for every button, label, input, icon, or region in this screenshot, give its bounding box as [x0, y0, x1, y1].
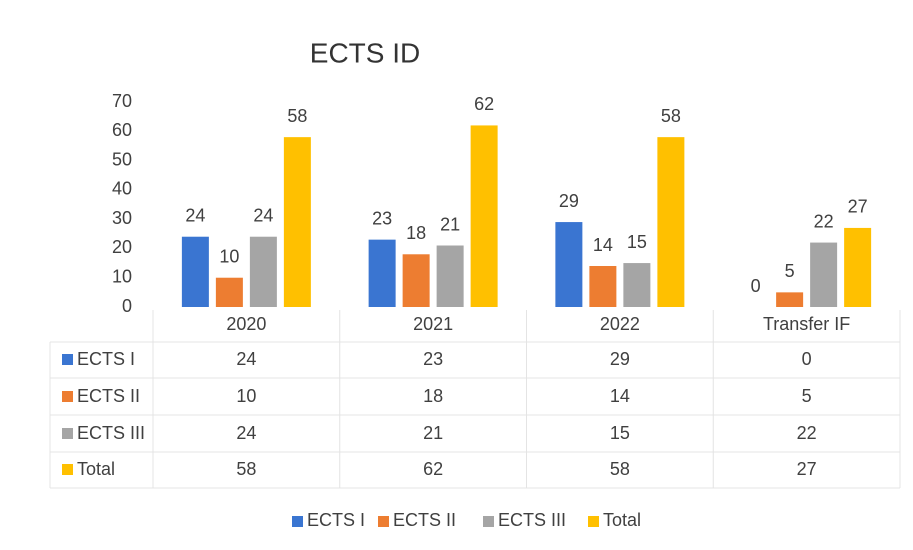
bar	[555, 222, 583, 307]
legend-label: ECTS III	[498, 510, 566, 530]
table-cell: 24	[236, 423, 256, 443]
x-tick-label: 2022	[600, 314, 640, 334]
data-label: 15	[627, 232, 647, 252]
table-legend-key	[62, 428, 73, 439]
data-label: 14	[593, 235, 613, 255]
data-label: 29	[559, 191, 579, 211]
data-label: 24	[253, 205, 273, 225]
table-row-label: ECTS II	[77, 386, 140, 406]
table-row-label: Total	[77, 459, 115, 479]
data-label: 18	[406, 223, 426, 243]
data-label: 23	[372, 208, 392, 228]
bar	[283, 137, 311, 307]
table-row-label: ECTS I	[77, 349, 135, 369]
bar	[589, 266, 617, 307]
chart-title: ECTS ID	[310, 37, 420, 68]
table-cell: 58	[236, 459, 256, 479]
table-legend-key	[62, 464, 73, 475]
table-legend-key	[62, 354, 73, 365]
y-tick-label: 0	[122, 296, 132, 316]
table-cell: 29	[610, 349, 630, 369]
bar	[623, 263, 651, 307]
bar	[470, 125, 498, 307]
data-label: 27	[848, 197, 868, 217]
data-label: 24	[185, 205, 205, 225]
bar	[402, 254, 430, 307]
legend-key	[378, 516, 389, 527]
bar	[181, 236, 209, 307]
table-cell: 10	[236, 386, 256, 406]
table-cell: 62	[423, 459, 443, 479]
table-cell: 23	[423, 349, 443, 369]
data-label: 22	[814, 211, 834, 231]
y-tick-label: 30	[112, 208, 132, 228]
table-cell: 14	[610, 386, 630, 406]
table-cell: 21	[423, 423, 443, 443]
data-label: 58	[287, 106, 307, 126]
legend-label: ECTS II	[393, 510, 456, 530]
y-tick-label: 10	[112, 266, 132, 286]
table-row-label: ECTS III	[77, 423, 145, 443]
x-tick-label: Transfer IF	[763, 314, 850, 334]
data-label: 62	[474, 94, 494, 114]
table-cell: 27	[797, 459, 817, 479]
bar	[249, 236, 277, 307]
data-label: 21	[440, 214, 460, 234]
bar	[368, 239, 396, 307]
x-tick-label: 2021	[413, 314, 453, 334]
legend-key	[292, 516, 303, 527]
table-cell: 0	[802, 349, 812, 369]
table-legend-key	[62, 391, 73, 402]
y-tick-label: 20	[112, 237, 132, 257]
y-tick-label: 50	[112, 149, 132, 169]
data-label: 0	[751, 276, 761, 296]
table-cell: 22	[797, 423, 817, 443]
table-cell: 15	[610, 423, 630, 443]
bar	[776, 292, 804, 307]
y-tick-label: 70	[112, 91, 132, 111]
data-label: 10	[219, 246, 239, 266]
y-tick-label: 40	[112, 179, 132, 199]
legend-key	[588, 516, 599, 527]
bar	[810, 242, 838, 307]
bar	[844, 227, 872, 307]
data-label: 5	[785, 261, 795, 281]
y-tick-label: 60	[112, 120, 132, 140]
table-cell: 58	[610, 459, 630, 479]
table-cell: 18	[423, 386, 443, 406]
bar	[215, 277, 243, 307]
legend-label: Total	[603, 510, 641, 530]
legend-key	[483, 516, 494, 527]
legend-label: ECTS I	[307, 510, 365, 530]
data-label: 58	[661, 106, 681, 126]
table-cell: 24	[236, 349, 256, 369]
bar	[436, 245, 464, 307]
table-cell: 5	[802, 386, 812, 406]
x-tick-label: 2020	[226, 314, 266, 334]
bar	[657, 137, 685, 307]
